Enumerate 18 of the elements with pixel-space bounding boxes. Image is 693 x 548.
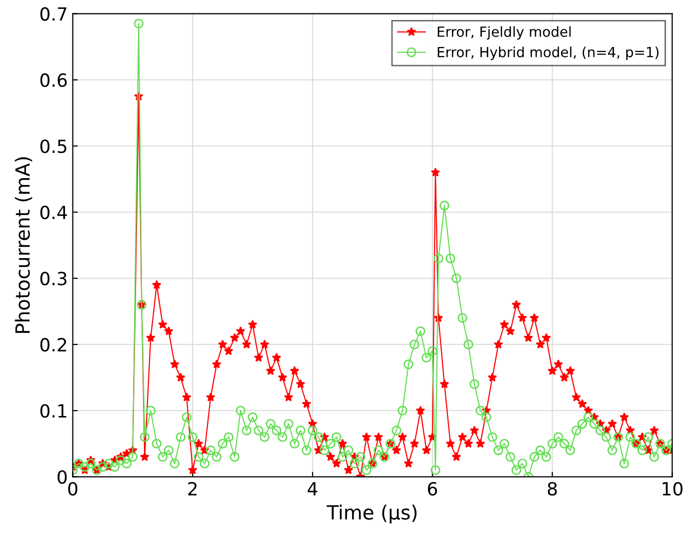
x-tick-label: 2 xyxy=(188,482,197,496)
y-tick-label: 0.1 xyxy=(40,404,66,418)
y-tick-label: 0.6 xyxy=(40,73,67,87)
x-tick-label: 8 xyxy=(548,482,557,496)
legend-label: Error, Hybrid model, (n=4, p=1) xyxy=(438,46,659,60)
y-tick-label: 0.3 xyxy=(40,272,66,286)
x-tick-label: 6 xyxy=(428,482,438,496)
x-tick-label: 10 xyxy=(662,482,682,496)
y-axis-title: Photocurrent (mA) xyxy=(14,157,32,333)
x-axis-title: Time (µs) xyxy=(326,504,417,524)
x-tick-label: 4 xyxy=(308,482,318,496)
y-tick-label: 0 xyxy=(58,470,67,484)
y-tick-label: 0.5 xyxy=(40,139,66,154)
y-tick-label: 0.2 xyxy=(40,338,66,352)
legend-label: Error, Fjeldly model xyxy=(438,26,571,40)
x-tick-label: 0 xyxy=(68,482,78,496)
y-tick-label: 0.7 xyxy=(40,7,66,21)
y-tick-label: 0.4 xyxy=(40,206,67,220)
